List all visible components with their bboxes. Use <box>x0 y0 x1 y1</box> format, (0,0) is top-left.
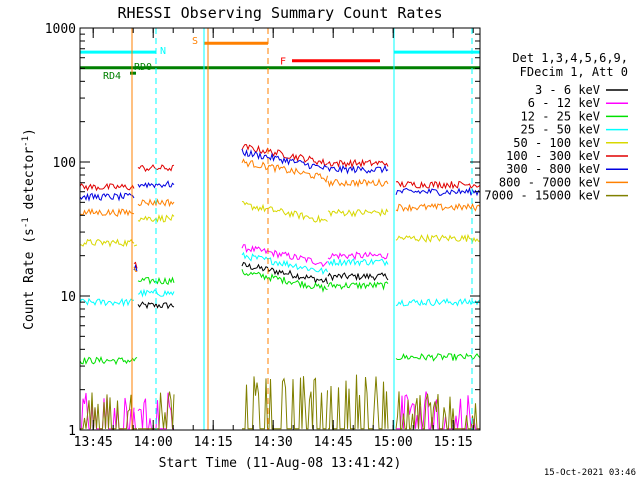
status-bar-label: S <box>192 36 198 47</box>
series-trace <box>79 355 135 366</box>
x-tick-label: 14:15 <box>194 435 233 450</box>
series-trace <box>241 261 328 285</box>
chart-title: RHESSI Observing Summary Count Rates <box>117 4 442 22</box>
x-tick-label: 14:45 <box>314 435 353 450</box>
legend-entry-label: 800 - 7000 keV <box>499 175 600 189</box>
x-tick-label: 15:00 <box>374 435 413 450</box>
x-tick-label: 14:30 <box>254 435 293 450</box>
series-trace <box>327 158 389 169</box>
x-axis: 13:45 14:00 14:15 14:30 14:45 15:00 15:15 <box>74 28 474 450</box>
x-tick-label: 14:00 <box>134 435 173 450</box>
y-tick-label: 1 <box>68 424 76 439</box>
series-trace <box>396 391 480 430</box>
series-trace <box>242 376 328 430</box>
series-trace <box>395 297 481 307</box>
series-trace <box>241 143 328 166</box>
series-trace <box>395 180 481 190</box>
legend-header-line-2: FDecim 1, Att 0 <box>520 65 628 79</box>
series-trace <box>241 148 328 170</box>
series-trace <box>327 272 389 282</box>
legend-entry-label: 50 - 100 keV <box>513 136 600 150</box>
plot-frame <box>79 27 481 431</box>
status-bars: N S F RD0 RD4 <box>80 36 480 82</box>
series-trace <box>395 391 480 430</box>
series-trace <box>327 164 389 175</box>
footer-date: 15-Oct-2021 03:46 <box>544 468 636 478</box>
series-trace <box>395 186 481 197</box>
legend-entry-label: 300 - 800 keV <box>506 162 600 176</box>
series-trace <box>241 251 328 276</box>
series-trace <box>137 198 175 208</box>
series-800-7000-kev <box>79 158 481 272</box>
series-trace <box>79 238 135 248</box>
series-25-50-kev <box>79 251 481 308</box>
x-axis-label: Start Time (11-Aug-08 13:41:42) <box>159 456 402 471</box>
y-axis: 1 10 100 1000 <box>45 22 480 439</box>
series-trace <box>327 258 389 267</box>
legend-entry-label: 100 - 300 keV <box>506 149 600 163</box>
legend-entry-label: 7000 - 15000 keV <box>484 189 600 203</box>
series-trace <box>133 356 138 362</box>
status-bar-label: RD0 <box>134 62 152 73</box>
series-trace <box>79 183 135 192</box>
x-tick-label: 15:15 <box>434 435 473 450</box>
series-trace <box>241 158 328 183</box>
series-trace <box>327 251 389 261</box>
y-tick-label: 10 <box>60 290 76 305</box>
series-trace <box>79 191 135 202</box>
series-trace <box>241 201 328 224</box>
series-trace <box>327 207 389 218</box>
series-12-25-kev <box>79 269 481 366</box>
series-trace <box>327 281 389 291</box>
legend-entry-label: 25 - 50 keV <box>521 123 600 137</box>
status-bar-label: N <box>160 46 166 57</box>
series-trace <box>133 266 138 272</box>
y-axis-label: Count Rate (s-1 detector-1) <box>21 128 37 330</box>
status-bar-label: RD4 <box>103 71 121 82</box>
series-trace <box>79 207 135 217</box>
series-trace <box>328 374 389 430</box>
y-tick-label: 100 <box>53 156 76 171</box>
y-tick-label: 1000 <box>45 22 76 37</box>
series-50-100-kev <box>79 201 481 248</box>
series-trace <box>80 392 134 430</box>
series-trace <box>133 261 138 269</box>
legend-entry-label: 12 - 25 keV <box>521 109 600 123</box>
vertical-markers <box>131 28 473 430</box>
x-tick-label: 13:45 <box>74 435 113 450</box>
series-trace <box>241 269 328 293</box>
status-bar-label: F <box>280 57 286 68</box>
series-trace <box>395 352 481 362</box>
series-trace <box>327 178 389 188</box>
legend-header-line-1: Det 1,3,4,5,6,9, <box>512 51 628 65</box>
legend-entry-label: 3 - 6 keV <box>535 83 600 97</box>
series-trace <box>133 244 138 247</box>
series-trace <box>79 297 135 308</box>
legend: Det 1,3,4,5,6,9, FDecim 1, Att 0 3 - 6 k… <box>484 51 628 203</box>
series-trace <box>395 233 481 243</box>
series-trace <box>241 244 328 268</box>
series-trace <box>395 202 481 213</box>
legend-entry-label: 6 - 12 keV <box>528 96 600 110</box>
